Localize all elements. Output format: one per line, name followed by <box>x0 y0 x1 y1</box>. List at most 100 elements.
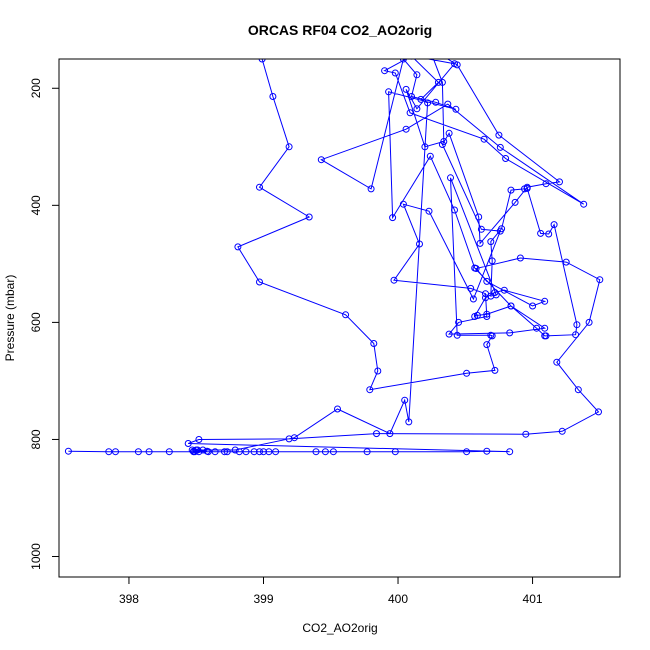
data-point <box>389 214 397 222</box>
data-point <box>408 93 415 100</box>
data-point <box>483 313 491 320</box>
data-point <box>471 264 479 272</box>
data-point <box>473 311 481 319</box>
data-point <box>342 311 350 319</box>
data-point <box>483 341 491 349</box>
data-point <box>406 109 414 117</box>
data-point <box>402 85 410 93</box>
data-point <box>265 448 273 456</box>
data-point <box>184 440 192 447</box>
data-point <box>195 436 203 443</box>
x-tick-label: 398 <box>119 592 139 606</box>
data-point <box>188 446 196 454</box>
data-point <box>256 278 263 286</box>
data-point <box>562 258 570 266</box>
data-point <box>467 284 475 292</box>
data-point <box>447 174 454 182</box>
data-point <box>496 227 504 235</box>
chart-title: ORCAS RF04 CO2_AO2orig <box>248 22 432 38</box>
data-point <box>421 143 429 151</box>
data-point <box>463 369 471 377</box>
data-point <box>413 105 421 113</box>
data-point <box>374 367 382 375</box>
y-tick-label: 400 <box>29 195 43 215</box>
data-point <box>334 405 341 413</box>
data-point <box>390 276 398 284</box>
x-tick-label: 399 <box>253 592 273 606</box>
data-point <box>491 366 499 374</box>
data-point <box>558 427 566 435</box>
data-point <box>165 448 173 456</box>
data-point <box>488 257 496 265</box>
data-point <box>341 41 347 47</box>
data-point <box>438 141 446 148</box>
data-point <box>425 207 433 215</box>
data-point <box>409 59 414 60</box>
data-point <box>522 430 530 438</box>
data-point <box>574 386 582 394</box>
data-point <box>381 67 389 75</box>
data-point <box>542 180 550 188</box>
data-point <box>272 448 280 456</box>
data-point <box>432 98 440 106</box>
data-point <box>451 206 458 214</box>
data-point <box>573 321 581 329</box>
data-point <box>511 198 519 206</box>
data-point <box>234 243 242 251</box>
x-tick-label: 400 <box>388 592 408 606</box>
data-point <box>550 221 558 229</box>
data-point <box>391 448 399 456</box>
data-point <box>285 435 293 443</box>
data-point <box>312 448 320 456</box>
x-tick-label: 401 <box>523 592 543 606</box>
data-point <box>250 448 258 456</box>
data-point <box>221 448 228 456</box>
data-point <box>477 225 485 233</box>
data-point <box>506 448 514 456</box>
data-point <box>482 290 489 298</box>
plot-frame <box>58 58 621 578</box>
data-point <box>483 277 491 285</box>
data-point <box>64 447 72 455</box>
data-point <box>426 44 432 50</box>
data-point <box>475 213 483 221</box>
x-axis-label: CO2_AO2orig <box>302 621 377 635</box>
data-point <box>533 324 541 332</box>
data-point <box>290 434 298 442</box>
data-point <box>438 78 446 86</box>
data-point <box>483 310 491 318</box>
data-point <box>496 143 504 151</box>
data-point <box>256 183 263 191</box>
data-point <box>455 318 463 326</box>
data-point <box>537 229 545 237</box>
data-point <box>329 448 337 456</box>
data-point <box>399 200 407 208</box>
y-axis: 200 400 600 800 1000 <box>29 78 59 570</box>
data-point <box>242 448 250 456</box>
data-point <box>260 448 267 456</box>
data-point <box>507 302 515 310</box>
data-point <box>134 448 142 456</box>
data-point <box>452 105 460 113</box>
data-point <box>488 332 496 340</box>
data-point <box>373 430 380 438</box>
data-point <box>211 448 219 456</box>
data-point <box>305 213 313 221</box>
data-point <box>572 331 580 339</box>
data-point <box>553 358 561 366</box>
data-point <box>545 230 553 238</box>
data-point <box>285 143 293 151</box>
data-point <box>401 396 409 404</box>
y-tick-label: 600 <box>29 312 43 332</box>
data-point <box>417 95 425 103</box>
data-point <box>580 200 588 208</box>
data-point <box>469 295 477 303</box>
data-point <box>413 71 421 79</box>
data-point <box>258 59 266 63</box>
data-point <box>416 240 423 248</box>
data-point <box>269 93 277 100</box>
data-point <box>541 297 549 305</box>
data-point <box>203 447 211 455</box>
data-point <box>367 185 375 193</box>
y-tick-label: 1000 <box>29 543 43 570</box>
